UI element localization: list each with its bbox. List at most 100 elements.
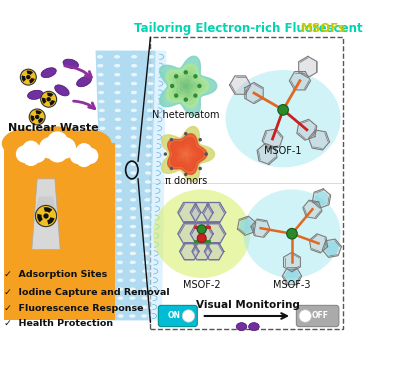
Ellipse shape (102, 207, 108, 210)
Circle shape (325, 241, 339, 255)
Ellipse shape (100, 135, 106, 139)
Ellipse shape (102, 198, 108, 202)
Circle shape (35, 205, 57, 227)
Ellipse shape (116, 234, 123, 237)
Ellipse shape (243, 190, 340, 278)
Ellipse shape (63, 59, 78, 68)
Circle shape (197, 84, 202, 88)
Circle shape (170, 138, 173, 141)
FancyBboxPatch shape (296, 305, 339, 327)
Circle shape (16, 145, 33, 163)
Circle shape (197, 234, 206, 243)
Ellipse shape (141, 296, 148, 300)
Text: Visual Monitoring: Visual Monitoring (196, 300, 300, 310)
Circle shape (29, 109, 45, 125)
Polygon shape (168, 134, 207, 174)
Ellipse shape (147, 100, 153, 103)
Ellipse shape (117, 296, 123, 300)
Ellipse shape (106, 305, 112, 309)
Text: Nuclear Waste: Nuclear Waste (8, 123, 98, 132)
Circle shape (170, 84, 175, 88)
Polygon shape (183, 83, 189, 89)
Polygon shape (177, 144, 196, 164)
Ellipse shape (116, 180, 122, 184)
Ellipse shape (131, 55, 137, 59)
Polygon shape (204, 243, 224, 260)
Ellipse shape (117, 305, 124, 309)
Circle shape (199, 167, 202, 170)
Text: ✓  Iodine Capture and Removal: ✓ Iodine Capture and Removal (4, 288, 169, 297)
Polygon shape (312, 189, 331, 208)
Ellipse shape (130, 269, 136, 273)
Polygon shape (171, 137, 203, 171)
Ellipse shape (153, 190, 250, 278)
Ellipse shape (116, 189, 122, 192)
Wedge shape (26, 71, 33, 75)
Polygon shape (162, 127, 215, 182)
Polygon shape (282, 268, 302, 284)
Ellipse shape (131, 91, 137, 94)
Ellipse shape (131, 109, 137, 112)
Polygon shape (284, 252, 300, 272)
Ellipse shape (145, 189, 151, 192)
Circle shape (182, 310, 195, 322)
Ellipse shape (130, 127, 137, 130)
Polygon shape (160, 56, 217, 116)
Ellipse shape (145, 153, 152, 157)
Text: MSOFs: MSOFs (301, 22, 346, 35)
Circle shape (299, 310, 311, 322)
Ellipse shape (116, 198, 122, 202)
Polygon shape (173, 72, 201, 100)
Ellipse shape (146, 135, 152, 139)
Ellipse shape (114, 82, 121, 85)
Text: π donors: π donors (165, 176, 207, 185)
Circle shape (26, 75, 30, 79)
Ellipse shape (131, 64, 137, 67)
Wedge shape (44, 207, 52, 213)
Polygon shape (299, 56, 317, 78)
Ellipse shape (115, 100, 121, 103)
Ellipse shape (148, 64, 154, 67)
Text: ✓  Adsorption Sites: ✓ Adsorption Sites (4, 270, 107, 279)
Ellipse shape (115, 153, 121, 157)
Ellipse shape (147, 91, 153, 94)
Ellipse shape (100, 162, 107, 166)
Circle shape (22, 141, 40, 158)
Ellipse shape (98, 100, 104, 103)
Text: MSOF-1: MSOF-1 (264, 146, 302, 156)
Ellipse shape (130, 189, 136, 192)
Ellipse shape (142, 287, 148, 291)
Circle shape (193, 74, 198, 78)
Wedge shape (35, 110, 42, 115)
Circle shape (29, 145, 46, 163)
Polygon shape (180, 148, 192, 160)
Polygon shape (190, 224, 213, 244)
Circle shape (46, 97, 51, 102)
Ellipse shape (130, 180, 136, 184)
Ellipse shape (115, 135, 121, 139)
Circle shape (76, 143, 92, 160)
Circle shape (174, 93, 178, 98)
Polygon shape (180, 79, 193, 92)
Circle shape (20, 69, 36, 85)
Ellipse shape (76, 76, 91, 87)
Polygon shape (32, 179, 60, 250)
Circle shape (43, 213, 48, 219)
Ellipse shape (117, 279, 123, 282)
Ellipse shape (146, 144, 152, 148)
Ellipse shape (98, 91, 104, 94)
Text: ON: ON (167, 311, 180, 321)
Circle shape (47, 141, 68, 163)
Circle shape (184, 173, 188, 176)
Ellipse shape (143, 234, 149, 237)
Circle shape (22, 145, 40, 163)
Polygon shape (297, 119, 317, 140)
Polygon shape (203, 202, 226, 222)
Ellipse shape (114, 64, 120, 67)
Ellipse shape (146, 127, 152, 130)
Ellipse shape (141, 305, 147, 309)
Ellipse shape (65, 130, 112, 157)
Ellipse shape (104, 269, 110, 273)
Circle shape (70, 148, 86, 164)
Polygon shape (303, 200, 322, 219)
